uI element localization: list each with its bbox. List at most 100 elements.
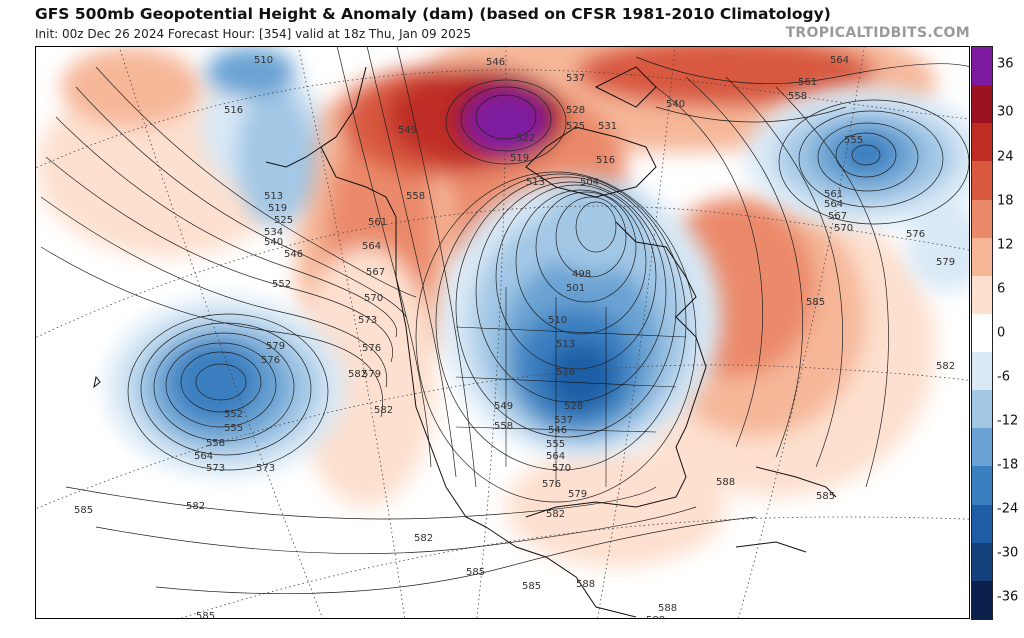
colorbar-segment [972, 428, 992, 467]
contour-label: 516 [596, 155, 615, 166]
colorbar-segment [972, 580, 992, 619]
contour-label: 534 [264, 227, 283, 238]
colorbar-segment [972, 313, 992, 352]
contour-label: 561 [798, 77, 817, 88]
contour-label: 528 [564, 401, 583, 412]
contour-label: 516 [556, 367, 575, 378]
contour-label: 525 [274, 215, 293, 226]
contour-label: 576 [542, 479, 561, 490]
contour-label: 552 [224, 409, 243, 420]
colorbar-segment [972, 85, 992, 124]
contour-label: 588 [658, 603, 677, 614]
contour-label: 564 [194, 451, 213, 462]
colorbar-segment [972, 199, 992, 238]
contour-label: 558 [494, 421, 513, 432]
contour-label: 564 [830, 55, 849, 66]
contour-label: 573 [358, 315, 377, 326]
colorbar-tick: 6 [997, 281, 1006, 297]
colorbar-segment [972, 390, 992, 429]
colorbar-tick: -6 [997, 369, 1010, 385]
colorbar-tick: 0 [997, 325, 1006, 341]
contour-label: 549 [398, 125, 417, 136]
colorbar-tick: -18 [997, 457, 1019, 473]
colorbar-segment [972, 466, 992, 505]
contour-label: 585 [806, 297, 825, 308]
contour-label: 576 [261, 355, 280, 366]
contour-label: 585 [74, 505, 93, 516]
colorbar-tick: -24 [997, 501, 1019, 517]
colorbar-tick: 12 [997, 237, 1014, 253]
contour-label: 588 [716, 477, 735, 488]
contour-label: 537 [554, 415, 573, 426]
contour-label: 519 [510, 153, 529, 164]
contour-label: 579 [936, 257, 955, 268]
contour-label: 561 [368, 217, 387, 228]
contour-label: 579 [266, 341, 285, 352]
contour-label: 558 [788, 91, 807, 102]
contour-label: 549 [494, 401, 513, 412]
contour-label: 570 [834, 223, 853, 234]
colorbar-segment [972, 123, 992, 162]
contour-label: 540 [666, 99, 685, 110]
colorbar-tick: 36 [997, 56, 1014, 72]
contour-label: 540 [264, 237, 283, 248]
colorbar-tick: 30 [997, 104, 1014, 120]
contour-label: 564 [546, 451, 565, 462]
contour-label: 570 [552, 463, 571, 474]
colorbar-segment [972, 275, 992, 314]
colorbar-tick: -12 [997, 413, 1019, 429]
contour-label: 537 [566, 73, 585, 84]
contour-label: 576 [362, 343, 381, 354]
colorbar-segment [972, 161, 992, 200]
contour-label: 558 [406, 191, 425, 202]
contour-label: 498 [572, 269, 591, 280]
contour-label: 504 [580, 177, 599, 188]
contour-label: 561 [824, 189, 843, 200]
contour-label: 576 [906, 229, 925, 240]
contour-label: 546 [548, 425, 567, 436]
contour-label: 552 [272, 279, 291, 290]
contour-label: 510 [254, 55, 273, 66]
contour-label: 516 [224, 105, 243, 116]
contour-label: 579 [568, 489, 587, 500]
anomaly-colorbar [971, 46, 993, 620]
colorbar-segment [972, 47, 992, 86]
contour-label: 519 [268, 203, 287, 214]
colorbar-tick: 24 [997, 149, 1014, 165]
contour-label: 528 [566, 105, 585, 116]
contour-label: 555 [224, 423, 243, 434]
colorbar-segment [972, 504, 992, 543]
colorbar-segment [972, 237, 992, 276]
contour-label: 513 [264, 191, 283, 202]
contour-label: 585 [466, 567, 485, 578]
coastlines [93, 66, 837, 618]
contour-label: 579 [362, 369, 381, 380]
colorbar-tick: 18 [997, 193, 1014, 209]
colorbar-tick: -30 [997, 545, 1019, 561]
contour-label: 546 [486, 57, 505, 68]
contour-label: 513 [556, 339, 575, 350]
contour-label: 582 [374, 405, 393, 416]
contour-label: 585 [196, 611, 215, 618]
map-title: GFS 500mb Geopotential Height & Anomaly … [35, 5, 831, 23]
colorbar-tick-labels: 36 30 24 18 12 6 0 -6 -12 -18 -24 -30 -36 [997, 46, 1024, 618]
brand-watermark: TROPICALTIDBITS.COM [785, 25, 970, 41]
colorbar-tick: -36 [997, 589, 1019, 605]
contour-label: 546 [284, 249, 303, 260]
contour-label: 573 [206, 463, 225, 474]
contour-label: 582 [186, 501, 205, 512]
contour-label: 582 [348, 369, 367, 380]
contour-label: 564 [824, 199, 843, 210]
lat-lon-grid [36, 47, 969, 618]
contour-label: 588 [576, 579, 595, 590]
contour-label: 582 [414, 533, 433, 544]
forecast-info: Init: 00z Dec 26 2024 Forecast Hour: [35… [35, 27, 472, 41]
contour-label: 555 [844, 135, 863, 146]
header: GFS 500mb Geopotential Height & Anomaly … [0, 0, 1024, 46]
contour-label: 558 [206, 438, 225, 449]
map-panel: 510 516 513 519 525 534 540 546 552 549 546 537 528 5… [35, 46, 970, 619]
contour-label: 585 [522, 581, 541, 592]
contour-label: 588 [646, 615, 665, 618]
contour-label: 573 [256, 463, 275, 474]
contour-label: 564 [362, 241, 381, 252]
